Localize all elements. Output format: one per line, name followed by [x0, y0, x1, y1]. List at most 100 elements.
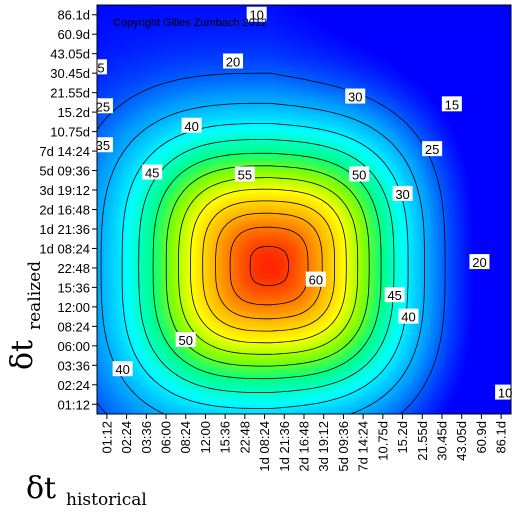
- contour-label: 40: [401, 310, 415, 325]
- contour-label-bg: [469, 254, 490, 270]
- contour-label: 45: [387, 288, 401, 303]
- x-tick-label: 30.45d: [435, 421, 450, 461]
- x-tick-label: 12:00: [198, 421, 213, 454]
- y-tick-label: 03:36: [57, 358, 90, 373]
- x-tick-label: 43.05d: [454, 421, 469, 461]
- contour-line-35: [178, 177, 359, 355]
- x-tick-label: 1d 08:24: [257, 421, 272, 472]
- y-tick-label: 30.45d: [50, 66, 90, 81]
- x-axis-ticks: 01:12 02:24 03:36 06:00 08:24 12:00 15:36 22:48…: [99, 414, 509, 472]
- contour-line-40: [190, 188, 347, 344]
- y-tick-label: 1d 21:36: [39, 222, 90, 237]
- heatmap-surface: [97, 5, 511, 414]
- contour-label: 40: [115, 362, 129, 377]
- contour-label-bg: [92, 137, 113, 153]
- y-tick-label: 22:48: [57, 261, 90, 276]
- x-tick-label: 3d 19:12: [316, 421, 331, 472]
- contour-label-bg: [398, 308, 419, 324]
- contour-label-bg: [305, 271, 326, 287]
- y-tick-label: 86.1d: [57, 8, 90, 23]
- contour-label-bg: [142, 164, 163, 180]
- contour-label: 20: [226, 54, 240, 69]
- y-tick-label: 3d 19:12: [39, 183, 90, 198]
- contour-label-bg: [181, 117, 202, 133]
- y-tick-label: 21.55d: [50, 86, 90, 101]
- contour-label: 45: [145, 165, 159, 180]
- x-tick-label: 5d 09:36: [336, 421, 351, 472]
- y-tick-label: 08:24: [57, 319, 90, 334]
- contour-label: 35: [96, 138, 110, 153]
- contour-label: 10: [249, 8, 263, 23]
- contour-line-25: [152, 152, 382, 380]
- contour-line-10: [100, 102, 425, 414]
- contour-line-15: [121, 123, 409, 409]
- contour-label-bg: [384, 287, 405, 303]
- y-tick-label: 15:36: [57, 280, 90, 295]
- contour-line-45: [202, 200, 335, 332]
- x-tick-label: 10.75d: [375, 421, 390, 461]
- contour-label: 60: [309, 273, 323, 288]
- contour-label: 30: [395, 187, 409, 202]
- contour-label-bg: [349, 166, 370, 182]
- y-tick-label: 15.2d: [57, 105, 90, 120]
- contour-label: 50: [178, 333, 192, 348]
- contour-label: 5: [97, 60, 104, 75]
- x-tick-label: 15:36: [218, 421, 233, 454]
- contour-label-bg: [495, 384, 512, 400]
- contour-label-bg: [246, 6, 267, 22]
- contour-label-bg: [92, 98, 113, 114]
- contour-label: 50: [352, 167, 366, 182]
- contour-label-bg: [392, 185, 413, 201]
- y-tick-label: 12:00: [57, 300, 90, 315]
- y-tick-label: 01:12: [57, 397, 90, 412]
- contour-label-bg: [345, 88, 366, 104]
- contour-label-bg: [422, 141, 443, 157]
- y-axis-ticks: 01:12 02:24 03:36 06:00 08:24 12:00 15:36 22:48…: [39, 8, 97, 412]
- y-tick-label: 1d 08:24: [39, 241, 90, 256]
- contour-label-bg: [234, 166, 255, 182]
- x-axis-title-sub: historical: [66, 490, 147, 510]
- contour-label-bg: [112, 361, 133, 377]
- contour-label-bg: [441, 96, 462, 112]
- y-tick-label: 10.75d: [50, 125, 90, 140]
- copyright-text: Copyright Gilles Zumbach 2012: [113, 17, 267, 29]
- contour-label-bg: [223, 53, 244, 69]
- contour-label: 25: [96, 99, 110, 114]
- y-tick-label: 43.05d: [50, 47, 90, 62]
- x-tick-label: 06:00: [159, 421, 174, 454]
- y-tick-label: 5d 09:36: [39, 164, 90, 179]
- x-tick-label: 2d 16:48: [297, 421, 312, 472]
- x-tick-label: 22:48: [237, 421, 252, 454]
- contour-label: 15: [445, 97, 459, 112]
- contour-label: 10: [498, 386, 512, 401]
- contour-label: 25: [425, 142, 439, 157]
- y-tick-label: 2d 16:48: [39, 203, 90, 218]
- x-tick-label: 60.9d: [474, 421, 489, 454]
- contour-line-30: [165, 165, 370, 367]
- x-axis-title-main: δt: [26, 471, 56, 506]
- contour-label: 30: [348, 90, 362, 105]
- x-axis-title: δt historical: [26, 471, 147, 510]
- y-axis-title-sub: realized: [25, 261, 45, 330]
- x-tick-label: 86.1d: [494, 421, 509, 454]
- contour-label: 55: [238, 167, 252, 182]
- x-tick-label: 02:24: [119, 421, 134, 454]
- x-tick-label: 15.2d: [395, 421, 410, 454]
- contour-line-60: [249, 246, 289, 286]
- y-axis-title: δt realized: [5, 261, 45, 370]
- x-tick-label: 03:36: [139, 421, 154, 454]
- contour-label: 20: [472, 255, 486, 270]
- y-axis-title-main: δt: [5, 340, 40, 370]
- y-tick-label: 02:24: [57, 378, 90, 393]
- contour-lines: [97, 72, 446, 414]
- x-tick-label: 7d 14:24: [356, 421, 371, 472]
- y-tick-label: 60.9d: [57, 27, 90, 42]
- x-tick-label: 01:12: [99, 421, 114, 454]
- y-tick-label: 7d 14:24: [39, 144, 90, 159]
- y-tick-label: 06:00: [57, 339, 90, 354]
- x-tick-label: 1d 21:36: [277, 421, 292, 472]
- contour-label: 40: [184, 119, 198, 134]
